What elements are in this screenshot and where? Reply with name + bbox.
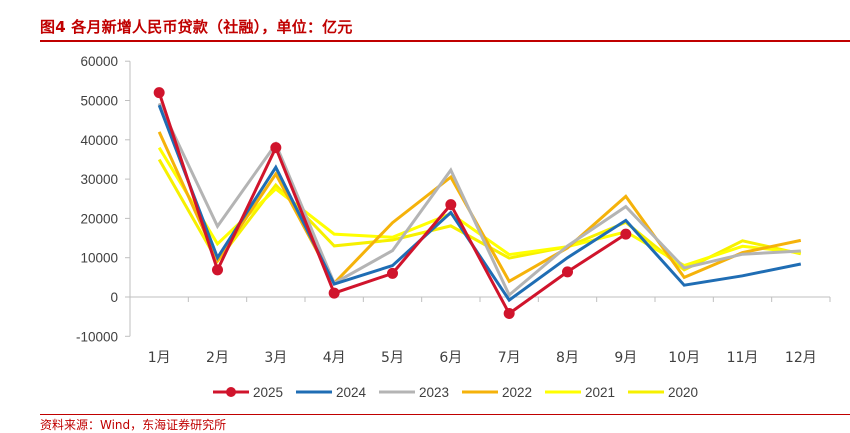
x-tick-label: 2月: [206, 350, 229, 366]
data-point-2025: [445, 199, 457, 211]
legend-label: 2023: [419, 385, 449, 400]
legend-item-2021: 2021: [545, 385, 615, 400]
y-tick-label: 10000: [80, 251, 118, 266]
y-tick-label: 0: [110, 290, 118, 305]
x-tick-label: 5月: [381, 350, 404, 366]
chart-markers: [153, 87, 632, 320]
series-line-2023: [157, 102, 801, 298]
chart-title: 图4 各月新增人民币贷款（社融），单位：亿元: [40, 18, 353, 36]
x-tick-label: 12月: [785, 350, 817, 366]
legend-label: 2020: [668, 385, 698, 400]
chart-series: [157, 92, 802, 316]
x-tick-label: 8月: [556, 350, 579, 366]
x-tick-label: 10月: [668, 350, 700, 366]
legend-item-2025: 2025: [213, 385, 283, 400]
legend-label: 2024: [336, 385, 367, 400]
legend-marker: [226, 387, 236, 397]
data-point-2025: [387, 267, 398, 279]
y-tick-label: 40000: [80, 133, 118, 148]
title-divider: [40, 40, 850, 42]
x-tick-label: 3月: [264, 350, 287, 366]
x-tick-label: 9月: [614, 350, 637, 366]
footer-divider: [40, 414, 850, 415]
legend-label: 2021: [585, 385, 615, 400]
series-line-2020: [157, 158, 802, 272]
data-point-2025: [270, 142, 282, 154]
y-tick-label: 30000: [80, 172, 118, 187]
source-note: 资料来源：Wind，东海证券研究所: [40, 418, 227, 432]
data-point-2025: [562, 266, 573, 278]
legend-item-2020: 2020: [628, 385, 698, 400]
y-tick-label: 20000: [80, 211, 118, 226]
x-tick-label: 6月: [439, 350, 462, 366]
chart-axes: -10000 0 10000 20000 30000 40000 50000 60000 1月 2…: [76, 54, 831, 366]
legend-item-2022: 2022: [462, 385, 532, 400]
x-tick-label: 7月: [498, 350, 521, 366]
x-tick-label: 1月: [148, 350, 171, 366]
data-point-2025: [153, 87, 165, 99]
y-tick-label: -10000: [76, 329, 118, 344]
x-tick-label: 11月: [727, 350, 759, 366]
data-point-2025: [212, 264, 223, 276]
data-point-2025: [503, 308, 515, 320]
legend-item-2023: 2023: [379, 385, 449, 400]
legend-label: 2025: [253, 385, 283, 400]
chart-legend: 2025 2024 2023 2022 2021 2020: [213, 385, 698, 400]
legend-item-2024: 2024: [296, 385, 367, 400]
y-tick-label: 60000: [80, 54, 118, 69]
line-chart: -10000 0 10000 20000 30000 40000 50000 60000 1月 2…: [76, 54, 831, 400]
x-tick-label: 4月: [323, 350, 346, 366]
series-line-2025: [157, 92, 627, 316]
data-point-2025: [328, 287, 340, 299]
legend-label: 2022: [502, 385, 532, 400]
y-tick-label: 50000: [80, 94, 118, 109]
data-point-2025: [620, 228, 632, 240]
